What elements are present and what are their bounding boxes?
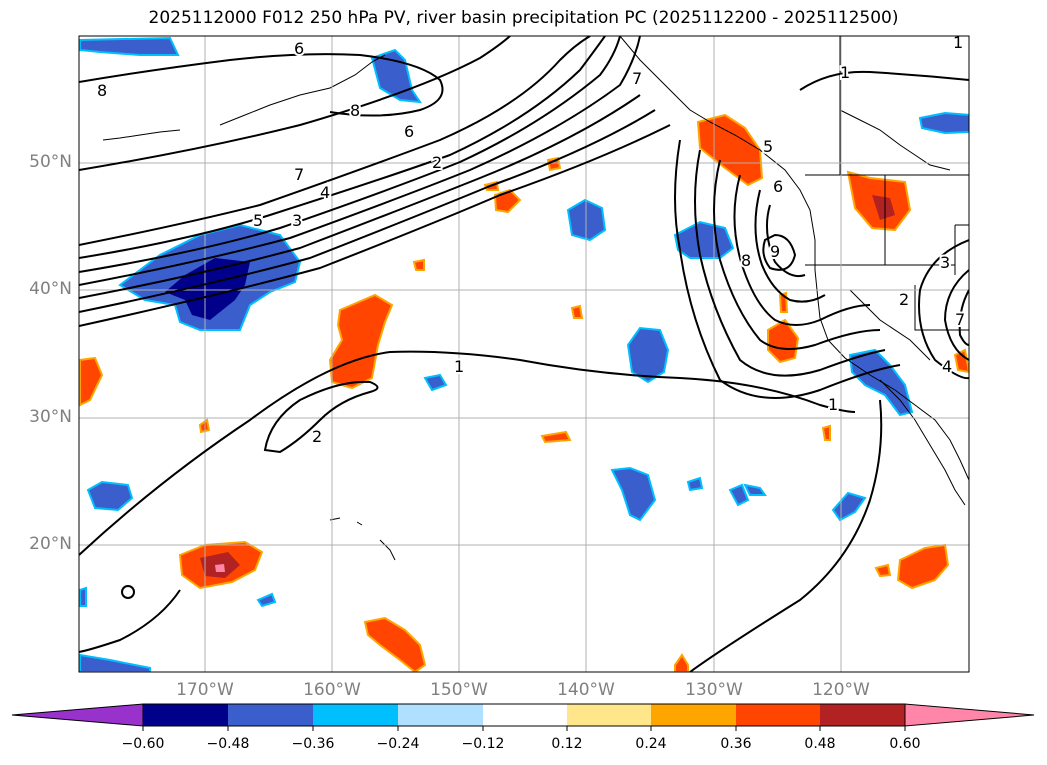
colorbar-tick-label: −0.24 (376, 736, 420, 752)
lat-label-20n: 20°N (29, 534, 72, 554)
contour-label: 3 (292, 211, 302, 230)
contour-label: 1 (454, 357, 464, 376)
map-frame (78, 35, 970, 673)
colorbar-swatch (483, 704, 567, 726)
colorbar-tick-label: −0.36 (291, 736, 335, 752)
colorbar-tick-label: 0.24 (635, 736, 667, 752)
colorbar-swatch (313, 704, 398, 726)
colorbar-swatch (651, 704, 736, 726)
lon-label-140w: 140°W (557, 680, 615, 700)
contour-label: 2 (432, 153, 442, 172)
colorbar-tick-label: 0.48 (804, 736, 836, 752)
colorbar-tick-label: 0.12 (551, 736, 583, 752)
contour-label: 5 (763, 137, 773, 156)
colorbar-swatch (228, 704, 313, 726)
contour-label: 8 (97, 81, 107, 100)
contour-label: 8 (741, 251, 751, 270)
contour-label: 1 (828, 395, 838, 414)
colorbar-swatch (736, 704, 820, 726)
lon-label-120w: 120°W (812, 680, 870, 700)
contour-label: 1 (953, 33, 963, 52)
colorbar-tick-label: −0.12 (461, 736, 505, 752)
lon-label-150w: 150°W (430, 680, 488, 700)
contour-label: 6 (773, 177, 783, 196)
colorbar-frame (142, 703, 906, 727)
pv-contours (79, 36, 969, 672)
contour-label: 2 (899, 290, 909, 309)
contour-label: 1 (840, 63, 850, 82)
contour-label: 4 (320, 183, 330, 202)
contour-label: 2 (312, 427, 322, 446)
colorbar (11, 703, 1035, 731)
colorbar-extend-high (904, 703, 1035, 727)
colorbar-swatch (398, 704, 483, 726)
contour-label: 5 (253, 211, 263, 230)
contour-label: 6 (404, 122, 414, 141)
lon-label-170w: 170°W (176, 680, 234, 700)
contour-label: 6 (294, 39, 304, 58)
coastlines (102, 36, 969, 599)
contour-label: 7 (632, 69, 642, 88)
lat-label-50n: 50°N (29, 152, 72, 172)
colorbar-swatch (820, 704, 905, 726)
colorbar-tick-label: 0.60 (889, 736, 921, 752)
contour-label: 8 (350, 101, 360, 120)
colorbar-tick-label: −0.60 (121, 736, 165, 752)
lat-label-30n: 30°N (29, 407, 72, 427)
contour-label: 7 (294, 165, 304, 184)
colorbar-swatch (143, 704, 228, 726)
contour-label: 7 (955, 310, 965, 329)
contour-label: 9 (770, 242, 780, 261)
contour-label: 3 (940, 253, 950, 272)
contour-label: 4 (942, 357, 952, 376)
lat-label-40n: 40°N (29, 279, 72, 299)
colorbar-extend-low (11, 703, 144, 727)
colorbar-tick-label: −0.48 (206, 736, 250, 752)
lon-label-130w: 130°W (685, 680, 743, 700)
colorbar-swatch (567, 704, 651, 726)
map-title: 2025112000 F012 250 hPa PV, river basin … (148, 8, 899, 28)
contour-labels: 8 6 8 6 7 2 4 5 3 7 1 1 2 1 9 8 5 6 3 2 … (95, 33, 967, 448)
lon-label-160w: 160°W (303, 680, 361, 700)
colorbar-tick-label: 0.36 (720, 736, 752, 752)
